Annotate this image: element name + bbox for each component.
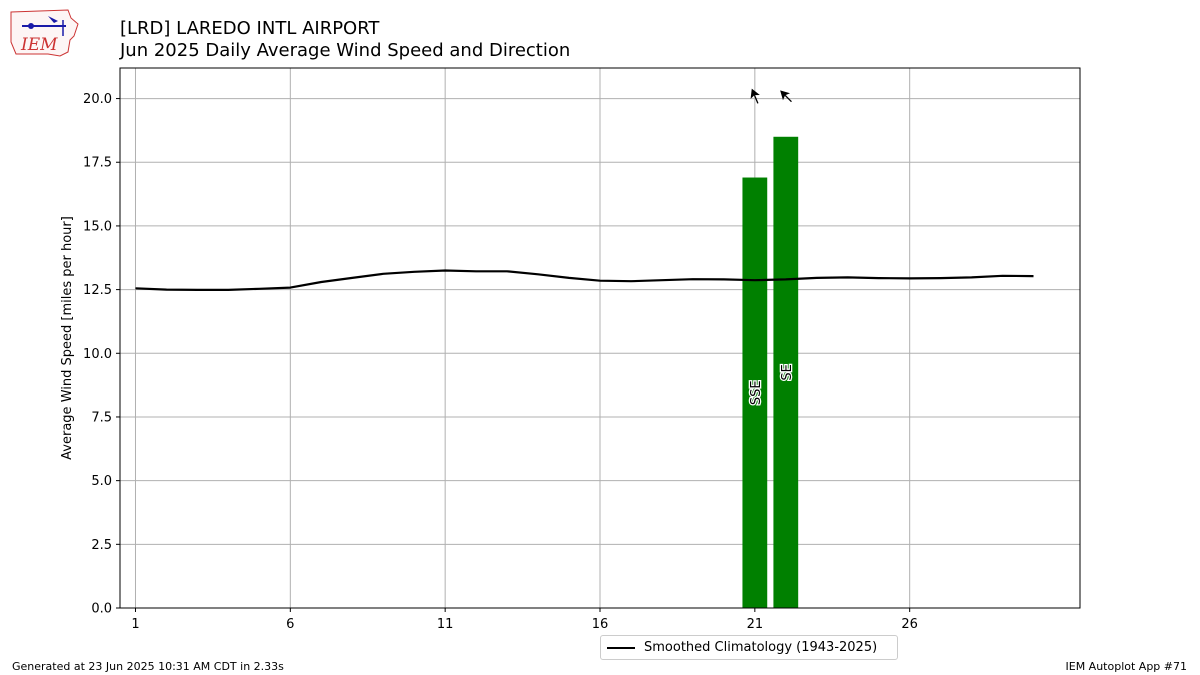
direction-arrow	[750, 88, 760, 104]
y-tick-label: 5.0	[91, 474, 112, 489]
legend-label: Smoothed Climatology (1943-2025)	[644, 640, 878, 655]
y-tick-label: 7.5	[91, 410, 112, 425]
y-tick-label: 2.5	[91, 538, 112, 553]
app-footnote: IEM Autoplot App #71	[1065, 660, 1188, 673]
axis-ticks: 0.02.55.07.510.012.515.017.520.01 6 11 16 21…	[83, 92, 918, 632]
direction-label: SE	[780, 364, 795, 380]
y-axis-label: Average Wind Speed [miles per hour]	[60, 216, 75, 460]
x-tick-label: 21	[747, 617, 764, 632]
chart-title: [LRD] LAREDO INTL AIRPORT	[120, 18, 380, 39]
legend: Smoothed Climatology (1943-2025)	[600, 635, 898, 660]
generated-footnote: Generated at 23 Jun 2025 10:31 AM CDT in…	[12, 660, 284, 673]
legend-line-swatch	[607, 647, 635, 649]
iem-logo-text: IEM	[20, 35, 58, 55]
x-tick-label: 1	[131, 617, 139, 632]
x-tick-label: 16	[592, 617, 609, 632]
direction-arrows	[750, 88, 792, 104]
chart-subtitle: Jun 2025 Daily Average Wind Speed and Di…	[120, 40, 571, 61]
y-tick-label: 17.5	[83, 156, 112, 171]
x-tick-label: 6	[286, 617, 294, 632]
x-tick-label: 11	[437, 617, 454, 632]
x-tick-label: 26	[901, 617, 918, 632]
speed-bar	[773, 136, 799, 608]
y-tick-label: 20.0	[83, 92, 112, 107]
direction-label: SSE	[749, 380, 764, 405]
iem-logo-icon: IEM	[10, 9, 79, 57]
y-tick-label: 12.5	[83, 283, 112, 298]
climatology-line	[135, 269, 1034, 291]
speed-bars	[742, 136, 799, 608]
y-tick-label: 10.0	[83, 347, 112, 362]
direction-labels: SSE SE	[748, 363, 796, 406]
direction-arrow	[780, 90, 792, 103]
y-tick-label: 0.0	[91, 602, 112, 617]
y-tick-label: 15.0	[83, 219, 112, 234]
grid-lines	[120, 68, 1080, 609]
climatology-series	[135, 269, 1034, 291]
speed-bar	[742, 177, 768, 608]
